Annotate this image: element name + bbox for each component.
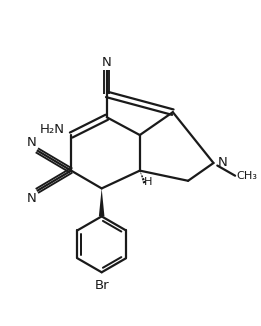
Text: CH₃: CH₃: [236, 171, 257, 181]
Text: N: N: [102, 56, 112, 69]
Text: N: N: [26, 136, 36, 149]
Text: Br: Br: [94, 279, 109, 292]
Polygon shape: [99, 188, 104, 216]
Text: H₂N: H₂N: [40, 123, 65, 136]
Text: N: N: [217, 156, 227, 170]
Text: N: N: [26, 192, 36, 205]
Text: H: H: [144, 177, 152, 187]
